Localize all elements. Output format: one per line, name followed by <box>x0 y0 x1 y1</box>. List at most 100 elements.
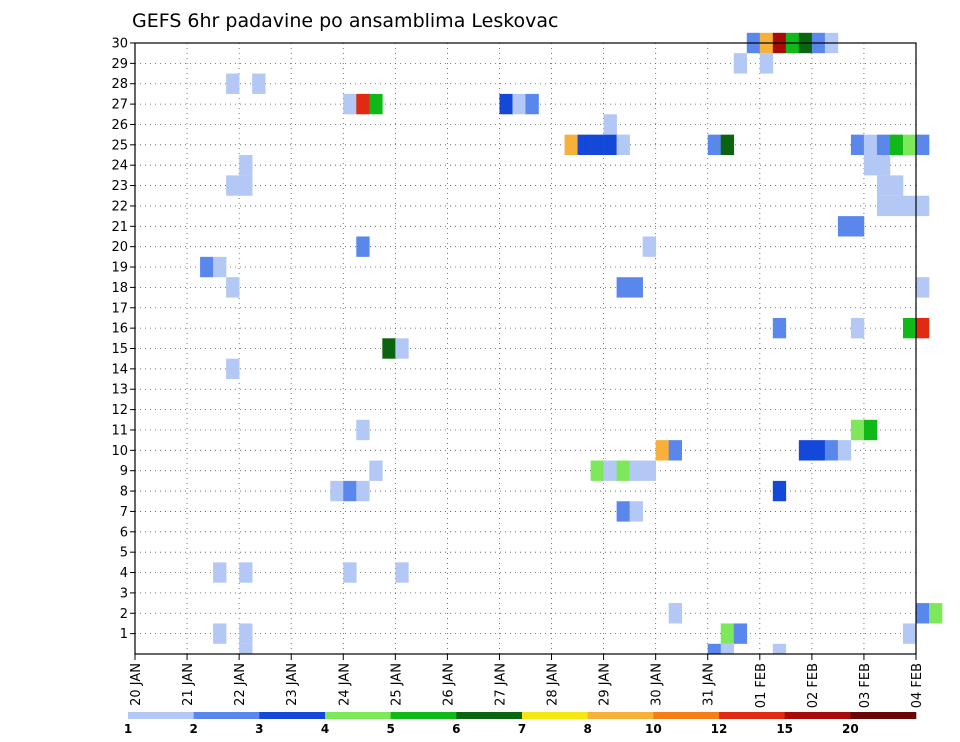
data-cell <box>343 562 357 583</box>
data-cell <box>837 440 852 461</box>
x-tick-label: 28 JAN <box>546 663 561 706</box>
y-tick-label: 16 <box>111 322 128 337</box>
y-tick-label: 27 <box>111 98 128 113</box>
y-tick-label: 29 <box>111 57 128 72</box>
data-cell <box>616 501 630 522</box>
data-cell <box>876 175 891 196</box>
data-cell <box>824 440 839 461</box>
data-cell <box>213 623 227 644</box>
data-cell <box>863 134 878 156</box>
data-cell <box>916 134 930 156</box>
data-cell <box>772 317 787 339</box>
y-tick-label: 11 <box>111 423 128 438</box>
data-cell <box>343 93 357 115</box>
colorbar-label: 4 <box>321 722 329 736</box>
y-axis: 1234567891011121314151617181920212223242… <box>111 37 135 642</box>
y-tick-label: 7 <box>120 505 128 520</box>
data-cell <box>850 134 865 156</box>
colorbar-segment <box>784 712 851 719</box>
data-cell <box>226 175 240 196</box>
y-tick-label: 17 <box>111 301 128 316</box>
colorbar-segment <box>259 712 326 719</box>
colorbar-segment <box>390 712 457 719</box>
data-cell <box>642 460 656 481</box>
data-cell <box>213 256 227 278</box>
y-tick-label: 3 <box>120 586 128 601</box>
colorbar-segment <box>522 712 588 719</box>
data-cell <box>876 134 891 156</box>
data-cell <box>343 480 357 502</box>
colorbar-label: 1 <box>124 722 132 736</box>
x-tick-label: 03 FEB <box>858 663 873 708</box>
data-cell <box>356 419 370 441</box>
x-tick-label: 21 JAN <box>181 663 196 706</box>
data-cell <box>902 195 917 217</box>
y-tick-label: 26 <box>111 118 128 133</box>
x-tick-label: 23 JAN <box>285 663 300 706</box>
colorbar-label: 2 <box>189 722 197 736</box>
y-tick-label: 1 <box>120 627 128 642</box>
data-cell <box>226 73 240 94</box>
data-cell <box>356 236 370 257</box>
x-tick-label: 04 FEB <box>910 663 925 708</box>
x-axis: 20 JAN 21 JAN 22 JAN 23 JAN 24 JAN 25 JAN 26 J… <box>129 654 925 708</box>
y-tick-label: 12 <box>111 403 128 418</box>
y-tick-label: 14 <box>111 362 128 377</box>
data-cell <box>850 317 865 339</box>
data-cell <box>759 53 774 74</box>
data-cell <box>889 175 904 196</box>
data-cell <box>902 623 917 644</box>
y-tick-label: 28 <box>111 77 128 92</box>
data-cell <box>707 643 722 654</box>
data-cell <box>929 603 943 624</box>
colorbar-label: 8 <box>583 722 591 736</box>
y-tick-label: 25 <box>111 138 128 153</box>
colorbar: 1 2 3 4 5 6 7 8 10 12 15 20 <box>124 712 917 736</box>
data-cell <box>629 277 643 298</box>
data-cell <box>369 93 383 115</box>
colorbar-segment <box>456 712 523 719</box>
y-tick-label: 13 <box>111 383 128 398</box>
data-cell <box>655 440 669 461</box>
y-tick-label: 21 <box>111 220 128 235</box>
data-cell <box>239 175 253 196</box>
colorbar-segment <box>653 712 720 719</box>
data-cell <box>668 603 682 624</box>
colorbar-segment <box>128 712 194 719</box>
colorbar-label: 6 <box>452 722 460 736</box>
data-cell <box>876 155 891 176</box>
x-tick-label: 30 JAN <box>650 663 665 706</box>
data-cell <box>798 440 813 461</box>
y-tick-label: 18 <box>111 281 128 296</box>
data-cell <box>369 460 383 481</box>
x-tick-label: 26 JAN <box>441 663 456 706</box>
data-cell <box>916 195 930 217</box>
data-cell <box>811 440 826 461</box>
data-cell <box>590 134 604 156</box>
data-cell <box>916 277 930 298</box>
data-cell <box>733 623 748 644</box>
colorbar-segment <box>587 712 654 719</box>
y-tick-label: 5 <box>120 546 128 561</box>
data-cell <box>629 460 643 481</box>
data-cell <box>239 623 253 644</box>
data-cell <box>499 93 513 115</box>
x-tick-label: 01 FEB <box>754 663 769 708</box>
colorbar-label: 3 <box>255 722 263 736</box>
colorbar-label: 7 <box>518 722 526 736</box>
data-cell <box>616 277 630 298</box>
data-cell <box>668 440 682 461</box>
data-cell <box>577 134 591 156</box>
data-cell <box>720 623 735 644</box>
data-cell <box>226 358 240 380</box>
data-cell <box>395 338 409 359</box>
x-tick-label: 31 JAN <box>702 663 717 706</box>
data-cell <box>707 134 722 156</box>
colorbar-segment <box>193 712 260 719</box>
y-tick-label: 23 <box>111 179 128 194</box>
data-cell <box>772 480 787 502</box>
y-tick-label: 15 <box>111 342 128 357</box>
data-cell <box>876 195 891 217</box>
data-cell <box>772 643 787 654</box>
